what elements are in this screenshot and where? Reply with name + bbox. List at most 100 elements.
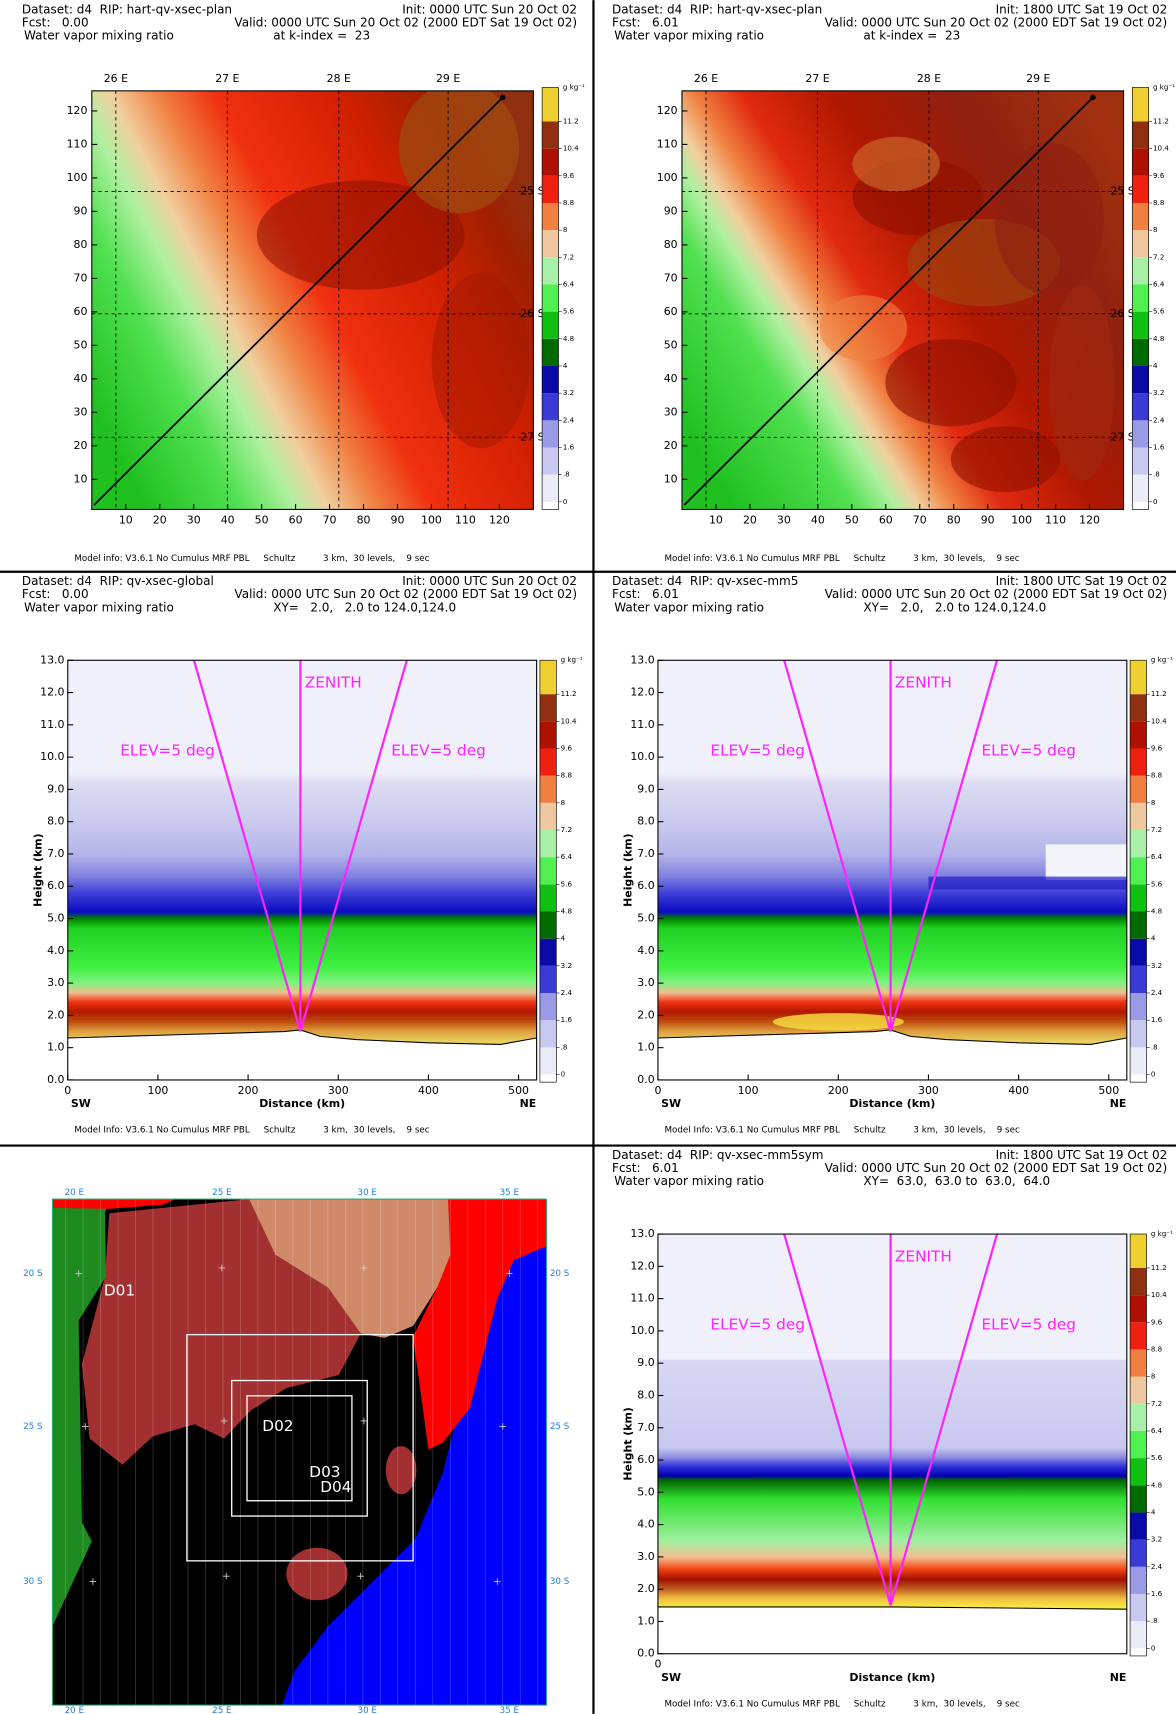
y-tick-label: 70 [74, 271, 88, 284]
colorbar-band [1132, 393, 1149, 421]
grid-cross [81, 1423, 89, 1430]
colorbar-band [1132, 121, 1149, 149]
header-level: XY= 63.0, 63.0 to 63.0, 64.0 [863, 1174, 1050, 1188]
colorbar-label: 8.8 [561, 771, 573, 780]
colorbar-band [1130, 660, 1147, 695]
model-info: Model Info: V3.6.1 No Cumulus MRF PBL Sc… [74, 1126, 429, 1136]
colorbar-label: 6.4 [1151, 852, 1163, 861]
header-level: at k-index = 23 [863, 29, 960, 43]
longitude-label: 30 E [358, 1706, 377, 1714]
colorbar-label: 11.2 [1153, 116, 1169, 125]
grid-cross [218, 1264, 226, 1272]
colorbar-band [539, 857, 557, 885]
colorbar-band [542, 420, 559, 448]
y-tick-label: 9.0 [637, 782, 654, 795]
x-tick-label: 70 [913, 513, 927, 526]
y-tick-label: 80 [74, 238, 88, 251]
colorbar-label: 8.8 [1151, 1344, 1163, 1353]
grid-cross [89, 1578, 97, 1585]
colorbar-band [539, 694, 557, 722]
colorbar-label: 9.6 [561, 744, 573, 753]
field-patch [852, 136, 940, 192]
field [681, 90, 1124, 510]
colorbar-band [1130, 1074, 1147, 1083]
y-tick-label: 6.0 [47, 879, 64, 892]
colorbar-band [539, 830, 557, 858]
colorbar-band [1130, 830, 1147, 858]
colorbar-unit: g kg⁻¹ [1151, 1229, 1173, 1238]
colorbar-label: .8 [563, 470, 570, 479]
y-tick-label: 8.0 [47, 815, 64, 828]
colorbar-frame [1129, 659, 1147, 1083]
elevation-line [192, 660, 302, 1032]
x-axis-label: Distance (km) [259, 1097, 345, 1110]
header-valid: Valid: 0000 UTC Sun 20 Oct 02 (2000 EDT … [234, 587, 577, 601]
latitude-label: 27 S [1110, 430, 1134, 443]
colorbar-label: 5.6 [1151, 879, 1163, 888]
y-tick-label: 7.0 [637, 847, 654, 860]
colorbar-band [1132, 87, 1149, 122]
elevation-line [889, 660, 999, 1032]
x-tick-label: 100 [421, 513, 442, 526]
field-fill [67, 660, 537, 1080]
y-tick-label: 100 [67, 171, 88, 184]
colorbar-band [1130, 802, 1147, 831]
colorbar-label: .8 [1151, 1616, 1158, 1625]
y-axis-label: Height (km) [621, 833, 634, 906]
colorbar-label: 4 [1151, 934, 1156, 943]
x-tick-label: 110 [1045, 513, 1066, 526]
x-tick-label: 40 [811, 513, 825, 526]
land-brown [385, 1446, 417, 1495]
colorbar-band [1132, 257, 1149, 285]
colorbar-band [539, 802, 557, 831]
colorbar-band [542, 202, 559, 231]
colorbar-band [539, 965, 557, 993]
colorbar-band [539, 911, 557, 939]
land-red-top [52, 1199, 175, 1209]
colorbar-frame [1131, 87, 1150, 510]
longitude-label: 35 E [500, 1706, 519, 1714]
header-level: at k-index = 23 [273, 29, 370, 43]
colorbar-label: 4 [1151, 1507, 1156, 1516]
annotation: ELEV=5 deg [710, 741, 805, 759]
colorbar-band [542, 365, 559, 394]
annotation: ZENITH [895, 1248, 952, 1266]
x-tick-label: 30 [777, 513, 791, 526]
annotation: ELEV=5 deg [710, 1315, 805, 1333]
header-fcst: Fcst: 0.00 [22, 16, 89, 30]
colorbar-band [1130, 1539, 1147, 1567]
y-tick-label: 20 [664, 439, 678, 452]
annotation: ELEV=5 deg [981, 741, 1076, 759]
colorbar-label: 7.2 [563, 252, 574, 261]
x-tick-label: 10 [119, 513, 133, 526]
header-dataset: Dataset: d4 RIP: qv-xsec-mm5 [612, 574, 798, 588]
y-tick-label: 8.0 [637, 815, 654, 828]
y-tick-label: 0.0 [47, 1073, 64, 1086]
y-tick-label: 4.0 [637, 944, 654, 957]
colorbar-band [1130, 911, 1147, 939]
colorbar-label: 9.6 [563, 171, 575, 180]
colorbar-band [539, 1020, 557, 1048]
header-init: Init: 1800 UTC Sat 19 Oct 02 [996, 574, 1168, 588]
longitude-label: 20 E [65, 1188, 84, 1198]
y-tick-label: 30 [74, 405, 88, 418]
annotation: ELEV=5 deg [981, 1315, 1076, 1333]
longitude-label: 26 E [104, 72, 128, 85]
grid-cross [360, 1417, 368, 1425]
colorbar-label: 6.4 [563, 279, 575, 288]
colorbar-label: 8.8 [1153, 198, 1165, 207]
field-patch [885, 338, 1017, 427]
colorbar-band [1130, 1234, 1147, 1268]
colorbar-label: 11.2 [1151, 1263, 1167, 1272]
x-tick-label: 120 [489, 513, 510, 526]
y-tick-label: 10.0 [630, 1324, 654, 1337]
x-tick-label: 10 [709, 513, 723, 526]
colorbar-frame [539, 659, 557, 1083]
colorbar-label: 4 [561, 934, 566, 943]
colorbar-band [1130, 775, 1147, 803]
header-fcst: Fcst: 6.01 [612, 16, 679, 30]
longitude-label: 27 E [215, 72, 239, 85]
colorbar-band [539, 660, 557, 695]
latitude-label: 26 S [520, 307, 544, 320]
